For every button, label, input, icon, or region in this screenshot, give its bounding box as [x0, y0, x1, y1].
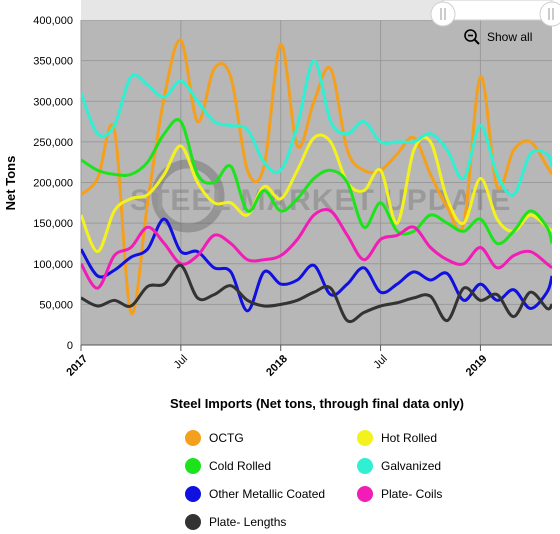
series-group: [81, 38, 552, 324]
x-tick-label: Jul: [172, 353, 190, 371]
show-all-button[interactable]: Show all: [463, 28, 532, 46]
x-axis: 2017 Jul 2018 Jul 2019: [64, 344, 552, 379]
zoom-out-icon: [464, 29, 480, 45]
y-tick-label: 200,000: [33, 178, 73, 190]
y-tick-label: 400,000: [33, 15, 73, 27]
legend-label: Cold Rolled: [209, 459, 272, 473]
y-tick-label: 250,000: [33, 137, 73, 149]
navigator-handle-right[interactable]: [539, 1, 560, 27]
series-line-other-metallic-coated[interactable]: [81, 217, 552, 313]
x-tick-label: 2019: [464, 353, 490, 379]
legend-swatch: [185, 430, 201, 446]
series-line-cold-rolled[interactable]: [81, 118, 552, 246]
series-line-plate-coils[interactable]: [81, 207, 552, 290]
legend-item[interactable]: Plate- Lengths: [185, 514, 286, 530]
legend-label: Other Metallic Coated: [209, 487, 326, 501]
navigator[interactable]: [81, 0, 560, 27]
navigator-handle-right-body: [539, 1, 560, 27]
legend-label: Plate- Lengths: [209, 515, 287, 529]
legend-swatch: [357, 486, 373, 502]
y-axis-title: Net Tons: [3, 156, 18, 211]
y-axis: 0 50,000 100,000 150,000 200,000 250,000 300,0…: [33, 15, 73, 352]
legend-swatch: [357, 430, 373, 446]
navigator-handle-left[interactable]: [430, 1, 456, 27]
legend-label: Hot Rolled: [381, 431, 438, 445]
legend-item[interactable]: OCTG: [185, 430, 244, 446]
navigator-selected-range[interactable]: [442, 0, 553, 21]
series-line-octg[interactable]: [81, 38, 552, 316]
y-tick-label: 0: [67, 340, 73, 352]
y-tick-label: 300,000: [33, 96, 73, 108]
x-tick-label: 2018: [264, 353, 290, 379]
legend-label: OCTG: [209, 431, 244, 445]
y-tick-label: 350,000: [33, 56, 73, 68]
series-line-galvanized[interactable]: [81, 59, 552, 197]
watermark-logo: [151, 159, 225, 233]
x-axis-title: Steel Imports (Net tons, through final d…: [170, 396, 464, 411]
legend-label: Galvanized: [381, 459, 442, 473]
navigator-handle-left-body: [430, 1, 456, 27]
legend-swatch: [185, 458, 201, 474]
legend-item[interactable]: Other Metallic Coated: [185, 486, 325, 502]
legend-item[interactable]: Cold Rolled: [185, 458, 271, 474]
y-tick-label: 100,000: [33, 259, 73, 271]
x-tick-label: 2017: [64, 353, 90, 379]
legend-item[interactable]: Hot Rolled: [357, 430, 437, 446]
legend-swatch: [185, 486, 201, 502]
x-tick-label: Jul: [371, 353, 389, 371]
legend-item[interactable]: Plate- Coils: [357, 486, 442, 502]
legend-swatch: [185, 514, 201, 530]
show-all-label: Show all: [487, 30, 533, 44]
series-line-plate-lengths[interactable]: [81, 263, 552, 324]
y-tick-label: 50,000: [39, 299, 73, 311]
series-line-hot-rolled[interactable]: [81, 133, 552, 254]
legend-swatch: [357, 458, 373, 474]
legend-item[interactable]: Galvanized: [357, 458, 441, 474]
legend-label: Plate- Coils: [381, 487, 443, 501]
y-tick-label: 150,000: [33, 218, 73, 230]
